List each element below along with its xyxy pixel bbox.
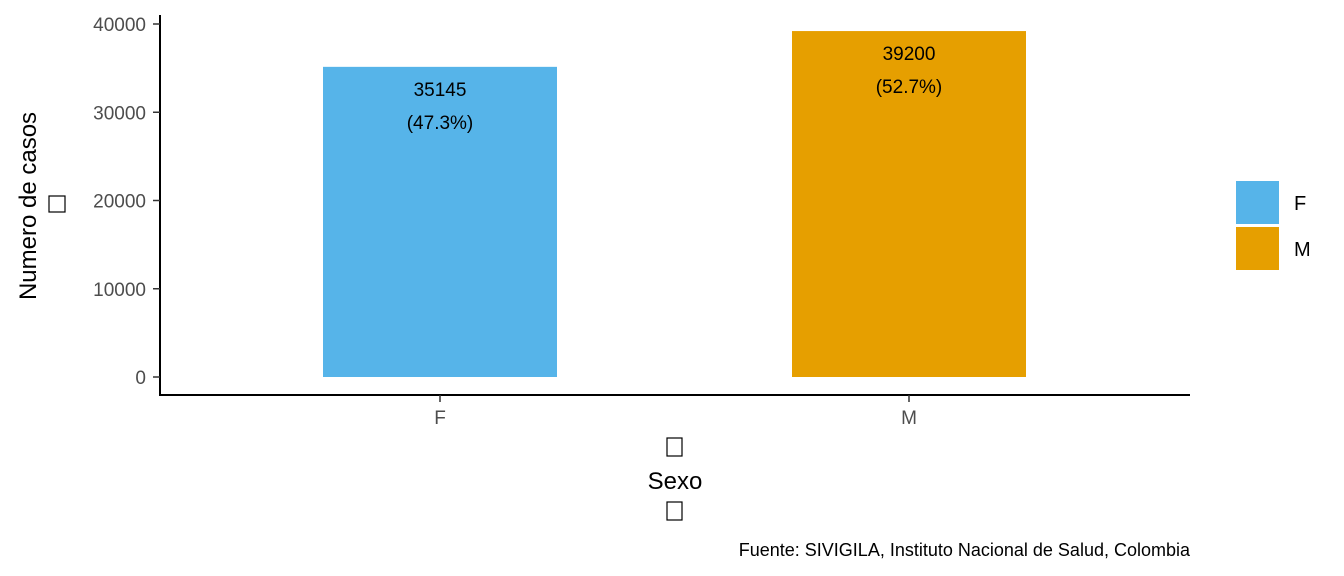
bar-percent-label-m: (52.7%) — [876, 77, 943, 98]
y-tick-label: 40000 — [93, 15, 146, 36]
caption: Fuente: SIVIGILA, Instituto Nacional de … — [739, 540, 1191, 560]
legend-key-f — [1236, 181, 1279, 224]
bars-group — [323, 31, 1026, 378]
y-axis-title: Numero de casos — [15, 112, 42, 300]
x-tick-label: M — [901, 408, 917, 429]
legend-label-m: M — [1294, 239, 1311, 261]
bar-labels-group: 35145 (47.3%) 39200 (52.7%) — [407, 44, 943, 134]
legend: FM — [1236, 181, 1311, 270]
legend-label-f: F — [1294, 193, 1306, 215]
x-axis-title: Sexo — [648, 468, 703, 495]
x-axis-missing-glyph-icon-top — [666, 437, 683, 457]
y-ticks-group: 0 10000 20000 30000 40000 — [93, 15, 160, 389]
y-tick-label: 10000 — [93, 280, 146, 301]
legend-key-m — [1236, 227, 1279, 270]
x-axis-missing-glyph-icon-bottom — [666, 501, 683, 521]
y-tick-label: 20000 — [93, 192, 146, 213]
y-tick-label: 30000 — [93, 103, 146, 124]
y-axis-missing-glyph-icon — [48, 195, 66, 213]
bar-value-label-f: 35145 — [414, 80, 467, 101]
bar-value-label-m: 39200 — [883, 44, 936, 65]
bar-percent-label-f: (47.3%) — [407, 113, 474, 134]
bar-f — [323, 66, 557, 378]
x-tick-label: F — [434, 408, 446, 429]
y-tick-label: 0 — [135, 368, 146, 389]
bar-m — [792, 31, 1026, 378]
